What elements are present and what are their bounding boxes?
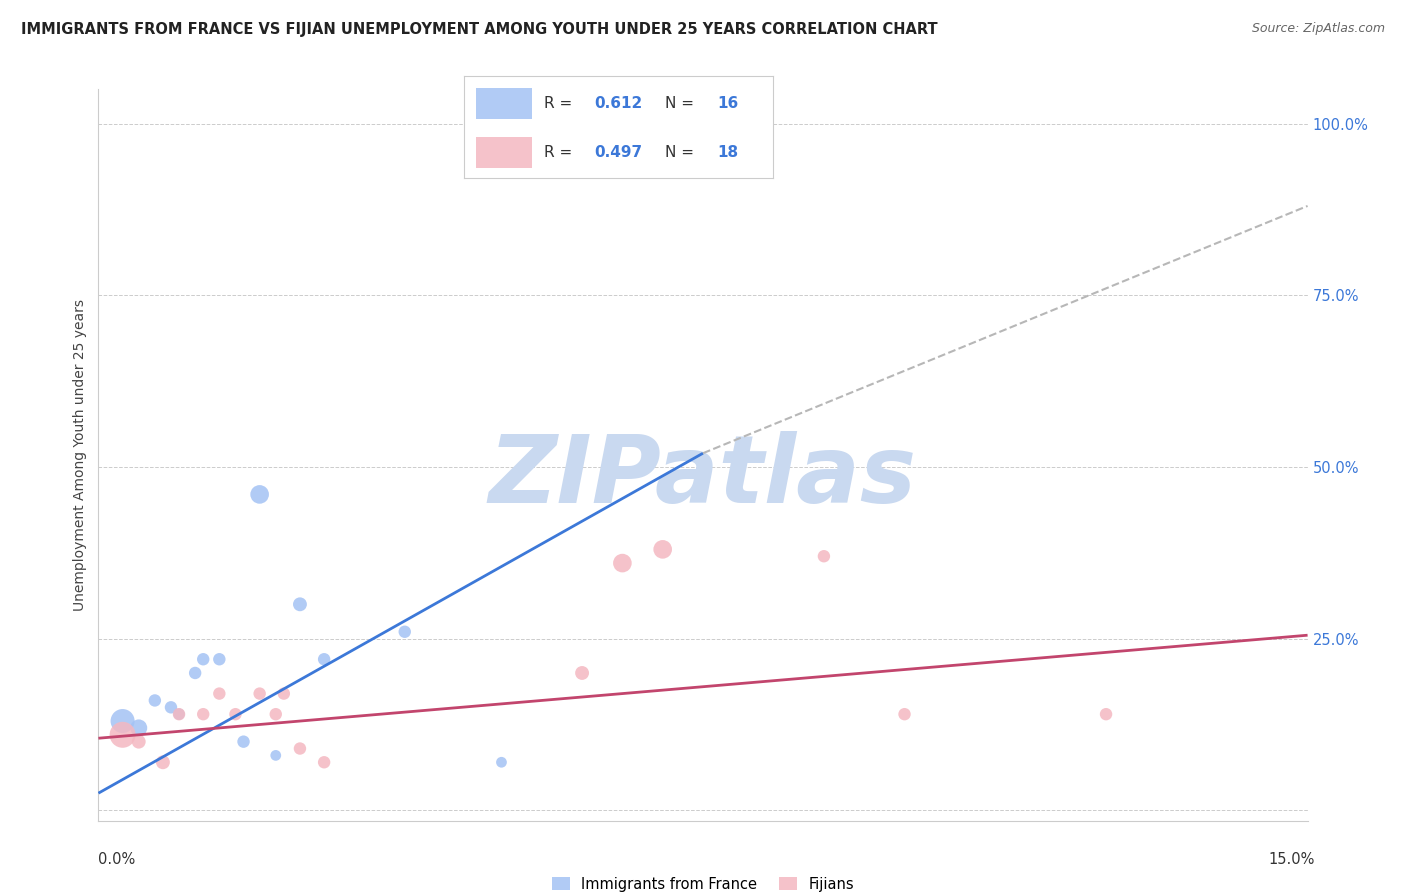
Text: R =: R = [544,96,578,111]
Point [143,693,166,707]
Point [273,687,295,701]
Point [264,748,287,763]
Point [167,707,190,722]
Legend: Immigrants from France, Fijians: Immigrants from France, Fijians [547,871,859,892]
Text: N =: N = [665,96,699,111]
Point [208,687,231,701]
Point [232,734,254,748]
Text: ZIPatlas: ZIPatlas [489,431,917,523]
Point [167,707,190,722]
Text: 18: 18 [717,145,738,161]
Point [612,556,634,570]
Text: Source: ZipAtlas.com: Source: ZipAtlas.com [1251,22,1385,36]
Point [692,116,714,130]
Text: 15.0%: 15.0% [1268,852,1315,867]
Point [813,549,835,564]
Text: IMMIGRANTS FROM FRANCE VS FIJIAN UNEMPLOYMENT AMONG YOUTH UNDER 25 YEARS CORRELA: IMMIGRANTS FROM FRANCE VS FIJIAN UNEMPLO… [21,22,938,37]
Point [314,652,336,666]
Point [491,756,513,770]
Point [1095,707,1118,722]
FancyBboxPatch shape [477,137,531,168]
Point [288,597,311,611]
Text: 0.497: 0.497 [593,145,643,161]
Point [249,687,271,701]
Point [111,728,134,742]
Text: N =: N = [665,145,699,161]
Point [394,624,416,639]
Point [288,741,311,756]
Point [152,756,174,770]
Point [128,734,150,748]
Point [651,542,673,557]
Text: R =: R = [544,145,578,161]
Point [314,756,336,770]
Text: 0.612: 0.612 [593,96,643,111]
Point [571,665,593,680]
Point [184,665,207,680]
FancyBboxPatch shape [477,88,531,119]
Point [111,714,134,728]
Point [208,652,231,666]
Point [249,487,271,501]
Point [128,721,150,735]
Point [193,707,215,722]
Point [224,707,246,722]
Point [893,707,915,722]
Y-axis label: Unemployment Among Youth under 25 years: Unemployment Among Youth under 25 years [73,299,87,611]
Point [264,707,287,722]
Point [160,700,183,714]
Point [193,652,215,666]
Text: 16: 16 [717,96,740,111]
Text: 0.0%: 0.0% [98,852,135,867]
